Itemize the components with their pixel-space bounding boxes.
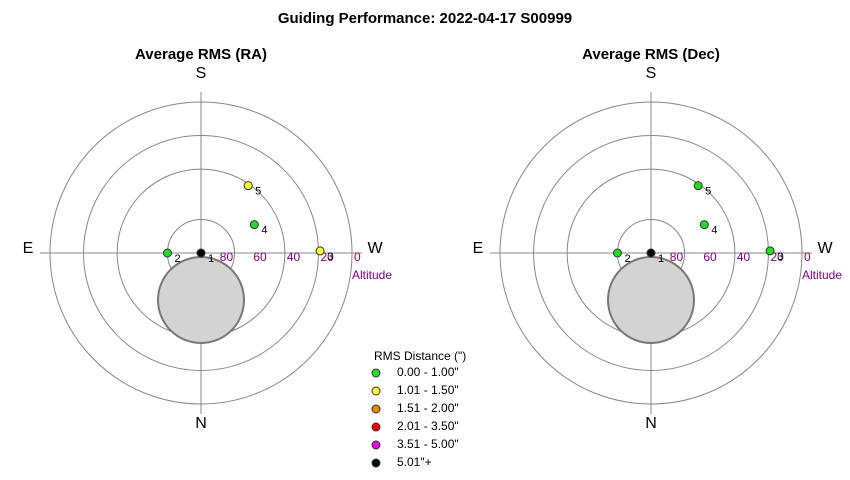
legend-label: 3.51 - 5.00" bbox=[397, 437, 459, 451]
point bbox=[612, 248, 622, 258]
point-label: 1 bbox=[658, 253, 664, 265]
point bbox=[243, 181, 253, 191]
legend-swatch bbox=[371, 386, 381, 396]
direction-label: E bbox=[473, 240, 484, 257]
legend-swatch bbox=[371, 440, 381, 450]
point bbox=[249, 220, 259, 230]
legend-title: RMS Distance (") bbox=[374, 349, 466, 363]
point bbox=[693, 181, 703, 191]
r-tick-label: 80 bbox=[220, 250, 234, 264]
subplot-title: Average RMS (RA) bbox=[135, 46, 267, 63]
point-label: 3 bbox=[777, 251, 783, 263]
r-tick-label: 80 bbox=[670, 250, 684, 264]
point-label: 5 bbox=[705, 186, 711, 198]
direction-label: N bbox=[195, 415, 207, 432]
point bbox=[196, 248, 206, 258]
point bbox=[699, 220, 709, 230]
legend-label: 1.51 - 2.00" bbox=[397, 401, 459, 415]
point bbox=[315, 246, 325, 256]
r-tick-label: 0 bbox=[804, 250, 811, 264]
point bbox=[765, 246, 775, 256]
legend-label: 1.01 - 1.50" bbox=[397, 383, 459, 397]
point-label: 4 bbox=[711, 225, 717, 237]
r-tick-label: 20 bbox=[320, 250, 334, 264]
legend-swatch bbox=[371, 458, 381, 468]
point bbox=[646, 248, 656, 258]
point-label: 4 bbox=[261, 225, 267, 237]
obstruction bbox=[607, 256, 695, 344]
direction-label: N bbox=[645, 415, 657, 432]
direction-label: W bbox=[367, 240, 383, 257]
point-label: 2 bbox=[624, 253, 630, 265]
r-axis-label: Altitude bbox=[352, 268, 392, 282]
r-axis-label: Altitude bbox=[802, 268, 842, 282]
subplot-title: Average RMS (Dec) bbox=[582, 46, 720, 63]
r-tick-label: 0 bbox=[354, 250, 361, 264]
point bbox=[162, 248, 172, 258]
r-tick-label: 20 bbox=[770, 250, 784, 264]
point-label: 5 bbox=[255, 186, 261, 198]
r-tick-label: 40 bbox=[287, 250, 301, 264]
legend-swatch bbox=[371, 404, 381, 414]
r-tick-label: 60 bbox=[253, 250, 267, 264]
legend-label: 5.01"+ bbox=[397, 455, 432, 469]
point-label: 2 bbox=[174, 253, 180, 265]
legend-label: 2.01 - 3.50" bbox=[397, 419, 459, 433]
point-label: 1 bbox=[208, 253, 214, 265]
legend-label: 0.00 - 1.00" bbox=[397, 365, 459, 379]
r-tick-label: 40 bbox=[737, 250, 751, 264]
chart-title: Guiding Performance: 2022-04-17 S00999 bbox=[278, 10, 572, 27]
direction-label: E bbox=[23, 240, 34, 257]
direction-label: W bbox=[817, 240, 833, 257]
direction-label: S bbox=[646, 65, 657, 82]
point-label: 3 bbox=[327, 251, 333, 263]
legend-swatch bbox=[371, 422, 381, 432]
r-tick-label: 60 bbox=[703, 250, 717, 264]
direction-label: S bbox=[196, 65, 207, 82]
obstruction bbox=[157, 256, 245, 344]
legend-swatch bbox=[371, 368, 381, 378]
